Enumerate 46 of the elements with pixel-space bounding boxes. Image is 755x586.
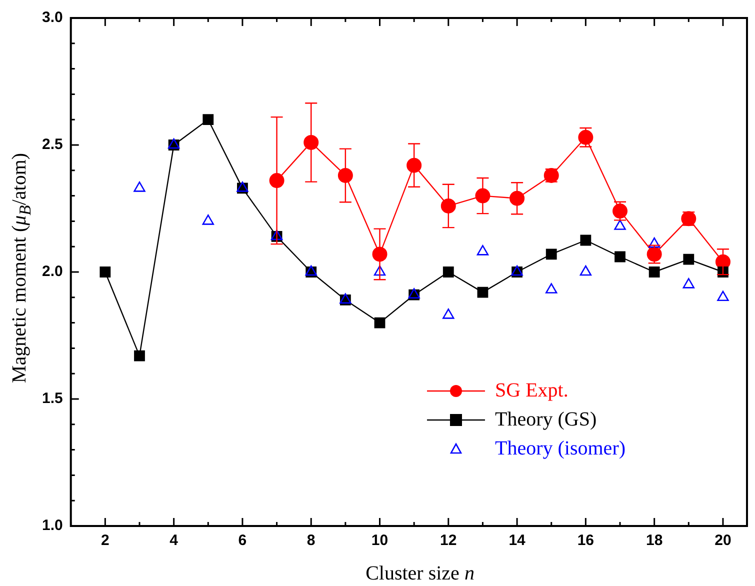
point: [304, 134, 319, 150]
point: [338, 168, 353, 183]
y-tick-label: 3.0: [42, 9, 63, 26]
x-tick-label: 2: [101, 532, 110, 550]
x-tick-label: 10: [371, 532, 388, 550]
point: [614, 220, 626, 230]
point: [442, 266, 454, 278]
x-tick-label: 4: [170, 532, 179, 550]
point: [202, 114, 214, 126]
y-tick-label: 2.0: [42, 263, 63, 280]
legend-label: Theory (GS): [495, 408, 597, 430]
y-tick-label: 2.5: [42, 136, 63, 154]
point: [134, 182, 146, 192]
point: [374, 265, 386, 276]
x-tick-label: 16: [577, 532, 594, 550]
x-tick-label: 6: [238, 532, 247, 550]
point: [580, 234, 592, 246]
point: [648, 266, 660, 278]
point: [442, 308, 454, 319]
x-tick-label: 12: [440, 532, 457, 550]
point: [510, 190, 525, 206]
x-tick-label: 20: [714, 532, 732, 550]
point: [648, 237, 660, 248]
point: [477, 286, 488, 298]
point: [440, 198, 456, 214]
point: [406, 158, 422, 173]
x-axis-title: Cluster size n: [366, 562, 474, 586]
y-tick-label: 1.5: [42, 390, 63, 408]
x-tick-label: 18: [646, 532, 663, 550]
point: [100, 266, 111, 278]
point: [683, 254, 694, 265]
x-tick-label: 8: [306, 532, 316, 550]
point: [476, 245, 489, 256]
point: [614, 251, 626, 262]
point: [202, 214, 214, 225]
point: [580, 265, 592, 276]
y-tick-label: 1.0: [42, 517, 63, 534]
point: [546, 248, 557, 260]
x-tick-label: 14: [508, 532, 526, 550]
point: [682, 278, 694, 288]
point: [374, 317, 386, 328]
legend-label: SG Expt.: [495, 379, 568, 402]
legend-label: Theory (isomer): [495, 437, 626, 460]
point: [546, 283, 558, 294]
point: [134, 350, 145, 362]
point: [717, 290, 729, 302]
